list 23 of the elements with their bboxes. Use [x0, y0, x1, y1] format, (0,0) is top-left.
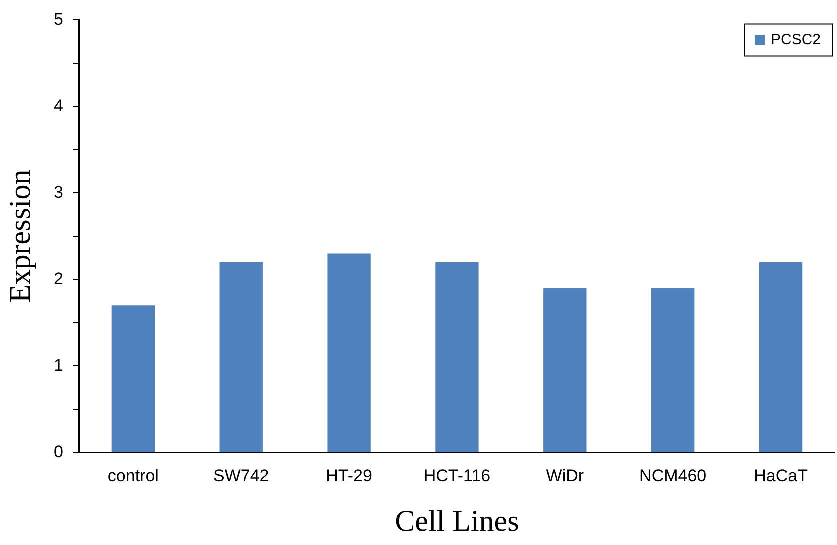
x-tick-label: NCM460 [640, 466, 707, 486]
y-tick-label: 1 [54, 356, 64, 375]
x-tick-label: control [108, 466, 159, 486]
bar [220, 262, 263, 452]
bar [544, 288, 587, 452]
bar [436, 262, 479, 452]
x-tick-label: HT-29 [326, 466, 372, 486]
x-axis-title: Cell Lines [395, 504, 520, 538]
y-tick-label: 0 [54, 442, 64, 462]
bar [328, 254, 371, 452]
bar [759, 262, 803, 452]
bar [112, 306, 156, 452]
y-tick-label: 2 [54, 269, 64, 288]
x-tick-label: SW742 [213, 466, 270, 486]
x-tick-label: HCT-116 [424, 466, 491, 486]
legend-label: PCSC2 [770, 31, 822, 48]
y-tick-label: 3 [54, 182, 64, 202]
y-axis-title: Expression [4, 170, 37, 304]
y-tick-label: 5 [54, 10, 64, 29]
y-tick-label: 4 [54, 96, 64, 116]
x-tick-label: WiDr [546, 466, 584, 486]
x-tick-label: HaCaT [754, 466, 808, 486]
bar [652, 288, 695, 452]
